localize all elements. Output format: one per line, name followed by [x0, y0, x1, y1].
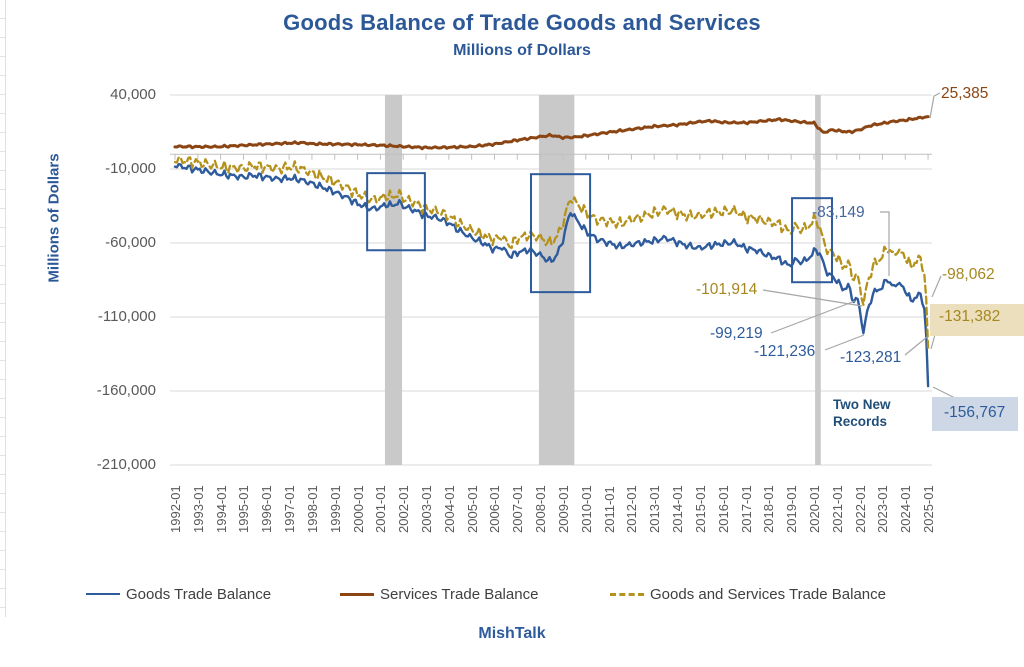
x-tick-label: 2016-01: [715, 485, 731, 533]
highlight-box: [366, 172, 426, 252]
x-tick-label: 2003-01: [419, 485, 435, 533]
ann-131382: -131,382: [939, 308, 1001, 325]
ann-121236: -121,236: [754, 343, 816, 360]
ann-25385-leader: [929, 92, 941, 119]
x-tick-label: 1992-01: [168, 485, 183, 533]
ann-two-new-records: Two New Records: [833, 397, 891, 429]
ann-156767: -156,767: [944, 404, 1006, 421]
x-tick-label: 2020-01: [806, 485, 822, 533]
legend-label: Services Trade Balance: [380, 585, 539, 603]
x-tick-label: 2017-01: [738, 485, 754, 533]
footer-brand: MishTalk: [478, 625, 546, 642]
x-tick-label: 2024-01: [898, 485, 914, 533]
goods-line-swatch-icon: [86, 593, 120, 595]
x-tick-label: 2011-01: [601, 486, 617, 533]
x-tick-label: 2005-01: [464, 485, 480, 533]
ann-25385: 25,385: [941, 85, 989, 102]
y-tick-label: -210,000: [96, 456, 156, 473]
legend-item-goods: Goods Trade Balance: [86, 584, 271, 604]
x-tick-label: 1993-01: [190, 485, 206, 533]
legend-label: Goods Trade Balance: [126, 585, 272, 603]
x-tick-label: 2023-01: [875, 485, 891, 533]
x-tick-label: 2008-01: [533, 485, 549, 533]
x-tick-label: 2018-01: [761, 485, 777, 533]
legend-item-services: Services Trade Balance: [340, 584, 538, 604]
legend-label: Goods and Services Trade Balance: [650, 585, 886, 603]
ann-121236-leader: [824, 334, 865, 351]
x-tick-label: 2007-01: [510, 485, 526, 533]
x-tick-label: 1998-01: [304, 485, 320, 533]
x-tick-label: 2002-01: [396, 485, 412, 533]
y-tick-label: -160,000: [96, 382, 156, 399]
ann-101914-leader: [762, 289, 863, 307]
ann-131382-highlight: [930, 304, 1024, 336]
y-tick-label: -110,000: [97, 308, 156, 325]
x-tick-label: 2010-01: [578, 485, 594, 533]
ann-123281-leader: [904, 336, 928, 356]
recession-band: [538, 95, 575, 465]
y-tick-label: 40,000: [110, 86, 156, 103]
x-tick-label: 2009-01: [555, 485, 571, 533]
x-tick-label: 2012-01: [624, 485, 640, 533]
highlight-box: [791, 197, 833, 284]
x-tick-label: 2006-01: [487, 485, 503, 533]
y-tick-label: -10,000: [105, 160, 156, 177]
title-block: Goods Balance of Trade Goods and Service…: [30, 10, 1014, 60]
x-tick-label: 2025-01: [921, 485, 937, 533]
ann-98062-leader: [931, 275, 942, 298]
ann-99219-leader: [770, 300, 856, 334]
x-tick-label: 1997-01: [282, 485, 298, 533]
y-tick-label: -60,000: [105, 234, 156, 251]
x-tick-label: 2000-01: [350, 485, 366, 533]
goods-services-line-swatch-icon: [610, 592, 644, 596]
x-tick-label: 2015-01: [692, 485, 708, 533]
highlight-box: [529, 173, 592, 294]
worksheet-edge-strip: [0, 0, 6, 617]
series-line_gold: [173, 156, 930, 350]
recession-band: [384, 95, 403, 465]
series-line_brown: [173, 115, 930, 151]
x-tick-label: 2014-01: [670, 485, 686, 533]
ann-123281: -123,281: [840, 349, 902, 366]
ann-83149-leader: [880, 211, 890, 276]
x-tick-label: 1995-01: [236, 485, 252, 533]
legend-item-goods-and-services: Goods and Services Trade Balance: [610, 584, 886, 604]
ann-101914: -101,914: [696, 281, 758, 298]
x-tick-label: 1999-01: [327, 485, 343, 533]
x-tick-label: 1996-01: [259, 485, 275, 533]
x-tick-label: 1994-01: [213, 485, 229, 533]
x-tick-label: 2004-01: [441, 485, 457, 533]
ann-98062: -98,062: [942, 266, 995, 283]
legend: Goods Trade Balance Services Trade Balan…: [0, 584, 1024, 606]
services-line-swatch-icon: [340, 592, 374, 596]
series-line_blue: [173, 162, 930, 388]
x-tick-label: 2022-01: [852, 485, 868, 533]
ann-99219: -99,219: [710, 325, 763, 342]
chart-title: Goods Balance of Trade Goods and Service…: [283, 10, 761, 35]
x-tick-label: 2001-01: [373, 485, 389, 533]
x-tick-label: 2021-01: [829, 485, 845, 533]
chart-subtitle: Millions of Dollars: [453, 42, 591, 59]
x-tick-label: 2013-01: [647, 485, 663, 533]
ann-156767-highlight: [932, 397, 1018, 431]
recession-band: [815, 95, 821, 465]
ann-83149: -83,149: [812, 204, 865, 221]
x-tick-label: 2019-01: [784, 485, 800, 533]
